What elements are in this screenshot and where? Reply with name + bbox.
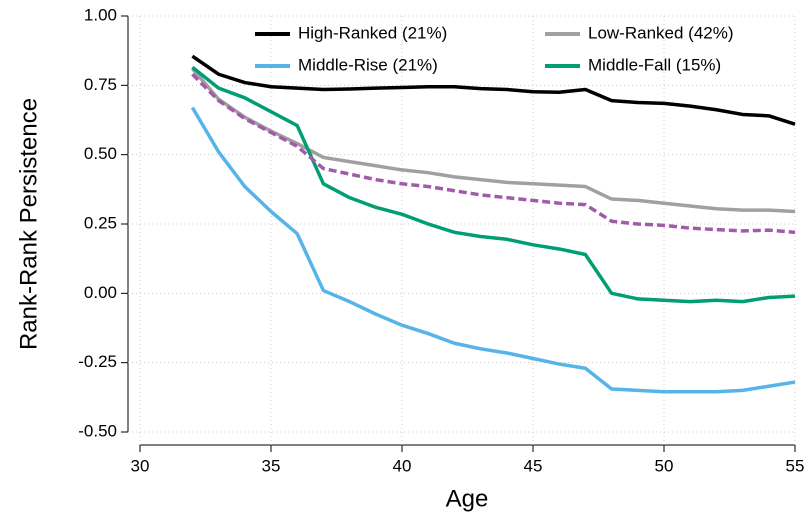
series-line xyxy=(191,67,796,214)
y-tick-label: 0.00 xyxy=(84,283,117,302)
legend-label: Low-Ranked (42%) xyxy=(588,23,734,42)
x-tick-label: 40 xyxy=(393,456,412,475)
series-line xyxy=(191,54,796,126)
y-tick-label: -0.50 xyxy=(78,421,117,440)
y-tick-label: 0.50 xyxy=(84,144,117,163)
x-tick-label: 30 xyxy=(131,456,150,475)
legend-label: High-Ranked (21%) xyxy=(298,23,447,42)
y-tick-label: -0.25 xyxy=(78,352,117,371)
x-tick-label: 55 xyxy=(786,456,805,475)
series-line xyxy=(191,73,796,235)
series-line xyxy=(190,106,796,394)
legend-label: Middle-Rise (21%) xyxy=(298,55,438,74)
x-tick-label: 50 xyxy=(655,456,674,475)
x-tick-label: 35 xyxy=(262,456,281,475)
x-tick-label: 45 xyxy=(524,456,543,475)
legend-label: Middle-Fall (15%) xyxy=(588,55,721,74)
y-tick-label: 0.75 xyxy=(84,75,117,94)
y-tick-label: 1.00 xyxy=(84,5,117,24)
series-line xyxy=(191,65,796,304)
x-axis-label: Age xyxy=(446,485,489,512)
y-axis-label: Rank-Rank Persistence xyxy=(15,98,42,350)
y-tick-label: 0.25 xyxy=(84,213,117,232)
